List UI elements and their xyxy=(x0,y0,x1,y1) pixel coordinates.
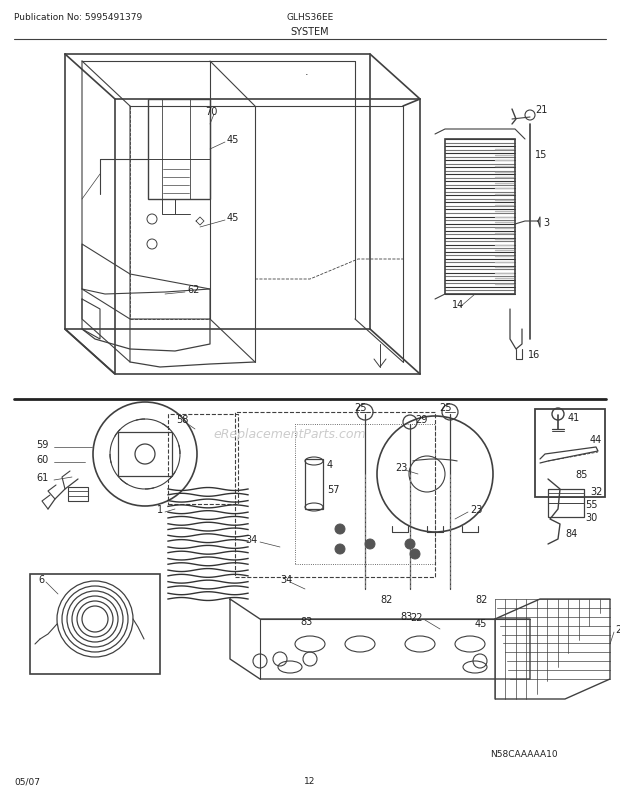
Bar xyxy=(535,410,605,497)
Text: 57: 57 xyxy=(327,484,340,494)
Text: 05/07: 05/07 xyxy=(14,776,40,785)
Bar xyxy=(548,489,584,517)
Text: 60: 60 xyxy=(36,455,48,464)
Text: 61: 61 xyxy=(36,472,48,482)
Bar xyxy=(445,140,515,294)
Text: 84: 84 xyxy=(565,529,577,538)
Text: Publication No: 5995491379: Publication No: 5995491379 xyxy=(14,14,142,22)
Text: 1: 1 xyxy=(157,504,163,514)
Text: 26: 26 xyxy=(615,624,620,634)
Text: 62: 62 xyxy=(187,285,200,294)
Text: eReplacementParts.com: eReplacementParts.com xyxy=(214,428,366,441)
Text: 70: 70 xyxy=(205,107,218,117)
Text: 44: 44 xyxy=(590,435,602,444)
Text: 34: 34 xyxy=(245,534,257,545)
Bar xyxy=(68,488,88,501)
Bar xyxy=(295,424,435,565)
Text: 23: 23 xyxy=(395,463,407,472)
Circle shape xyxy=(365,539,375,549)
Text: 3: 3 xyxy=(543,217,549,228)
Text: 45: 45 xyxy=(475,618,487,628)
Circle shape xyxy=(405,539,415,549)
Bar xyxy=(235,412,435,577)
Text: 25: 25 xyxy=(440,403,452,412)
Text: 83: 83 xyxy=(400,611,412,622)
Text: 23: 23 xyxy=(470,504,482,514)
Text: 6: 6 xyxy=(38,574,44,585)
Circle shape xyxy=(335,525,345,534)
Text: 59: 59 xyxy=(36,439,48,449)
Bar xyxy=(168,415,238,504)
Circle shape xyxy=(410,549,420,559)
Text: 32: 32 xyxy=(590,486,603,496)
Text: 15: 15 xyxy=(535,150,547,160)
Text: 12: 12 xyxy=(304,776,316,785)
Text: 14: 14 xyxy=(452,300,464,310)
Text: 83: 83 xyxy=(300,616,312,626)
Bar xyxy=(30,574,160,674)
Bar xyxy=(548,489,584,504)
Text: 82: 82 xyxy=(380,594,392,604)
Text: 29: 29 xyxy=(415,415,427,424)
Text: 58: 58 xyxy=(176,415,188,424)
Text: 21: 21 xyxy=(535,105,547,115)
Text: 16: 16 xyxy=(528,350,540,359)
Text: 82: 82 xyxy=(475,594,487,604)
Circle shape xyxy=(335,545,345,554)
Text: 45: 45 xyxy=(227,135,239,145)
Bar xyxy=(148,100,210,200)
Text: 34: 34 xyxy=(280,574,292,585)
Text: N58CAAAAA10: N58CAAAAA10 xyxy=(490,750,557,759)
Text: 45: 45 xyxy=(227,213,239,223)
Text: GLHS36EE: GLHS36EE xyxy=(286,14,334,22)
Text: 30: 30 xyxy=(585,512,597,522)
Text: 25: 25 xyxy=(355,403,367,412)
Bar xyxy=(305,460,323,509)
Text: 55: 55 xyxy=(585,500,598,509)
Text: 41: 41 xyxy=(568,412,580,423)
Text: 85: 85 xyxy=(575,469,587,480)
Text: SYSTEM: SYSTEM xyxy=(291,27,329,37)
Text: 4: 4 xyxy=(327,460,333,469)
Text: .: . xyxy=(305,67,309,77)
Bar xyxy=(118,432,172,476)
Text: 22: 22 xyxy=(410,612,422,622)
